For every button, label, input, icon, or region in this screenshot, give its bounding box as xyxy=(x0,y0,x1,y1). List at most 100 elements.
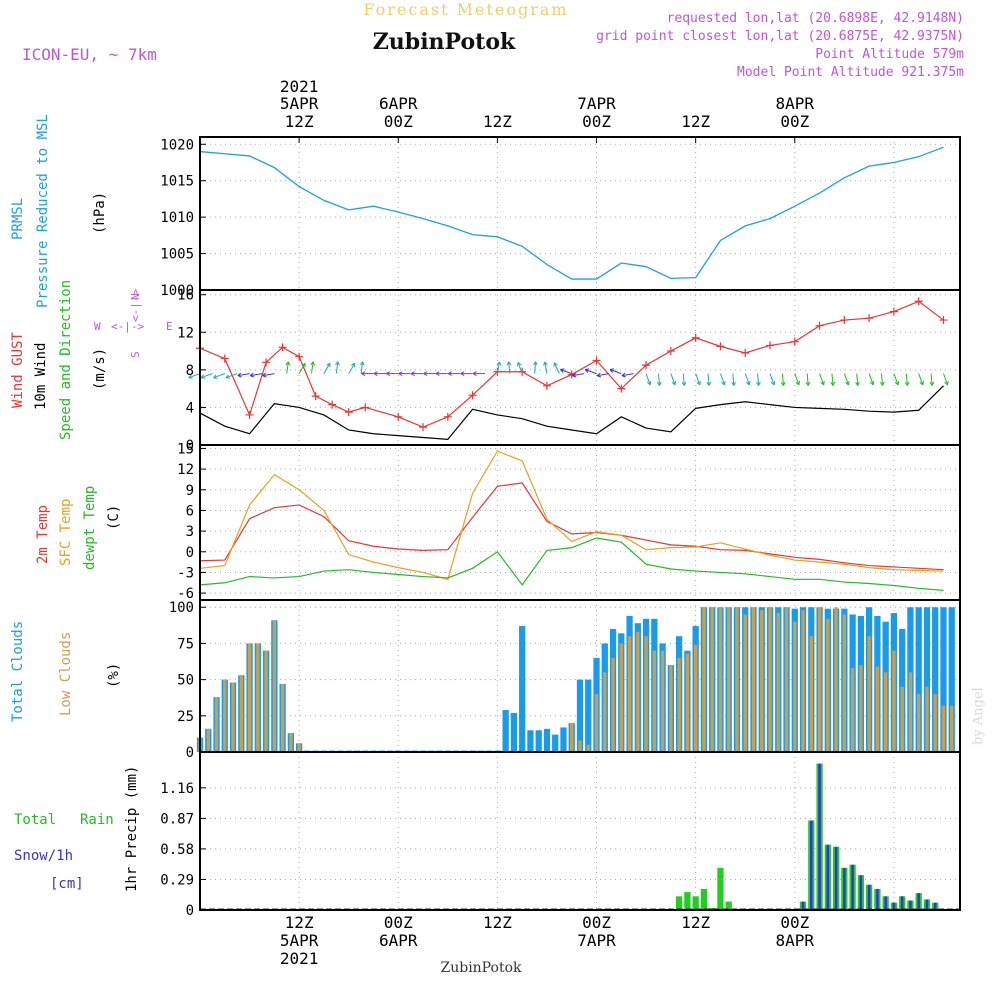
total-cloud-bar xyxy=(915,607,922,752)
temp-labels: 2m Temp SFC Temp dewpt Temp (C) xyxy=(35,486,122,570)
wind-arrow xyxy=(237,373,250,377)
compass-vert: <-|-> xyxy=(129,289,142,322)
wind-arrow xyxy=(323,362,331,374)
wind-arrow xyxy=(508,361,511,374)
wind-arrow xyxy=(597,373,609,377)
wind-arrow-head xyxy=(301,362,306,368)
low-cloud-bar xyxy=(784,607,789,752)
y-tick-label: 15 xyxy=(177,441,194,457)
wind-arrow-head xyxy=(756,381,761,386)
y-tick-label: 4 xyxy=(186,400,194,416)
gust-marker xyxy=(542,381,551,390)
wind-arrow xyxy=(645,373,651,386)
snow-bar xyxy=(818,763,821,910)
wind-arrow-head xyxy=(596,372,602,378)
low-cloud-bar xyxy=(231,682,235,752)
wind-arrow xyxy=(200,373,213,379)
top-date-label: 6APR xyxy=(379,94,418,113)
rain-bar xyxy=(700,888,708,910)
y-tick-label: 16 xyxy=(177,288,194,304)
wind-arrow xyxy=(621,373,634,377)
wind-arrow xyxy=(744,373,750,386)
wind-arrow-head xyxy=(609,368,615,373)
wind-arrow-head xyxy=(855,381,860,386)
top-year-label: 2021 xyxy=(280,77,319,96)
pressure-line xyxy=(199,146,944,280)
wind-arrow xyxy=(732,373,735,386)
y-tick-label: 0.29 xyxy=(160,872,194,888)
wind-arrow-head xyxy=(770,380,776,386)
low-cloud-bar xyxy=(875,666,880,752)
gust-marker xyxy=(691,333,700,342)
y-tick-label: 12 xyxy=(177,325,194,341)
wind-arrow-head xyxy=(584,368,590,373)
wind-arrow-head xyxy=(745,380,751,386)
y-tick-label: 6 xyxy=(186,503,194,519)
y-tick-label: 3 xyxy=(186,524,194,540)
rain-bar xyxy=(717,867,724,910)
wind-unit: (m/s) xyxy=(92,348,108,390)
total-cloud-bar xyxy=(552,734,559,752)
bottom-year-label: 2021 xyxy=(280,949,319,968)
wind-arrow xyxy=(670,373,676,386)
wind-arrow xyxy=(943,373,949,386)
wind-arrow-head xyxy=(460,371,465,376)
top-hour-label: 00Z xyxy=(780,112,809,131)
wind-arrow-head xyxy=(869,380,875,386)
total-cloud-bar xyxy=(948,607,955,752)
pressure-desc-label: Pressure Reduced to MSL xyxy=(35,114,51,308)
wind-arrow-head xyxy=(398,371,403,376)
wind-arrow xyxy=(794,373,800,386)
rain-bar xyxy=(709,907,716,910)
y-tick-label: 0 xyxy=(186,903,194,919)
total-cloud-bar xyxy=(543,728,551,752)
requested-coords: requested lon,lat (20.6898E, 42.9148N) xyxy=(667,11,964,26)
bottom-date-label: 8APR xyxy=(776,931,815,950)
wind-arrow xyxy=(250,373,263,377)
total-clouds-label: Total Clouds xyxy=(10,621,26,722)
gust-marker xyxy=(443,412,452,421)
wind-arrow xyxy=(905,373,908,386)
gust-marker xyxy=(889,307,898,316)
total-cloud-bar xyxy=(535,730,542,752)
low-cloud-bar xyxy=(801,610,805,752)
wind-arrow-head xyxy=(919,380,924,386)
low-cloud-bar xyxy=(264,650,268,752)
low-cloud-bar xyxy=(223,679,227,752)
gust-marker xyxy=(518,367,527,376)
gust-marker xyxy=(865,314,874,323)
wind-arrow xyxy=(585,369,597,375)
y-tick-label: 0.87 xyxy=(160,811,194,827)
wind-arrow xyxy=(311,361,314,374)
low-cloud-bar xyxy=(776,613,780,752)
rain-label-1: Total xyxy=(14,812,56,828)
wind-arrow-head xyxy=(237,372,242,378)
wind-arrow xyxy=(225,373,238,379)
wind-arrow-head xyxy=(560,368,565,373)
total-cloud-bar xyxy=(527,730,534,752)
wind-arrow-head xyxy=(506,361,512,366)
low-cloud-bar xyxy=(768,607,772,752)
wind-arrow-head xyxy=(373,371,378,376)
y-tick-label: 0 xyxy=(186,745,194,761)
wind-arrow xyxy=(682,373,685,386)
gust-marker xyxy=(468,391,477,400)
low-cloud-bar xyxy=(867,636,871,752)
wind-arrow xyxy=(918,373,924,386)
low-cloud-bar xyxy=(660,650,665,752)
low-cloud-bar xyxy=(214,696,219,752)
gust-marker xyxy=(914,297,923,306)
y-tick-label: 1015 xyxy=(160,174,194,190)
model-label: ICON-EU, ~ 7km xyxy=(22,45,157,64)
wind-arrow xyxy=(298,362,306,374)
bottom-date-label: 6APR xyxy=(379,931,418,950)
wind-arrow xyxy=(881,373,884,386)
t2m-line xyxy=(199,482,944,571)
sfc-temp-line xyxy=(199,450,944,581)
wind-arrow xyxy=(930,373,933,386)
snow-bar xyxy=(909,900,912,910)
wind-arrow-head xyxy=(435,371,440,376)
snow-bar xyxy=(892,902,896,910)
low-cloud-bar xyxy=(727,607,731,752)
